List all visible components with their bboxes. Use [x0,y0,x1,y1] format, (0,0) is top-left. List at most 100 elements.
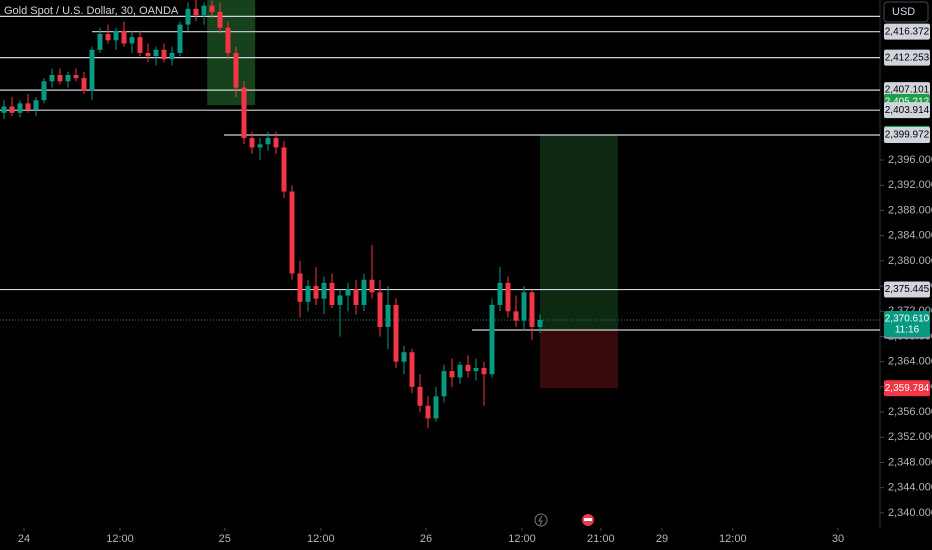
candle-body [441,371,447,397]
candle-body [121,30,127,44]
current-price-box [884,311,930,338]
candle-body [97,34,103,50]
candle-body [193,8,199,16]
candle-body [257,144,263,148]
position-zone [540,330,618,389]
candle-body [105,34,111,41]
price-label-box [884,127,930,144]
candle-body [281,147,287,192]
candle-body [41,81,47,101]
candle-body [449,371,455,378]
candle-body [353,289,359,305]
candle-body [73,74,79,79]
y-tick-label: 2,364.000 [888,356,932,368]
price-label: 2,375.445 [885,284,930,295]
candle-body [505,282,511,312]
price-label-box [884,380,930,397]
candle-body [161,49,167,60]
price-label: 2,416.372 [885,26,930,37]
position-zone [540,135,618,330]
y-tick-label: 2,344.000 [888,482,932,494]
candle-body [57,74,63,82]
y-tick-label: 2,340.000 [888,507,932,519]
price-label-box [884,102,930,119]
price-label: 2,399.972 [885,130,930,141]
position-zone [207,0,256,106]
currency-button[interactable] [883,1,929,23]
candle-body [337,295,343,305]
x-tick-label: 12:00 [719,533,747,545]
price-label: 2,359.784 [885,383,930,394]
candle-body [345,289,351,296]
y-tick-label: 2,388.000 [888,204,932,216]
y-tick-label: 2,348.000 [888,456,932,468]
candle-body [129,37,135,44]
candle-body [537,320,543,328]
x-tick-label: 12:00 [307,533,335,545]
y-tick-label: 2,380.000 [888,255,932,267]
x-tick-label: 29 [656,533,668,545]
x-tick-label: 12:00 [106,533,134,545]
price-label: 2,407.101 [885,85,930,96]
candle-body [49,74,55,82]
candle-body [17,103,23,113]
y-tick-label: 2,392.000 [888,179,932,191]
candle-body [369,279,375,293]
candle-body [409,352,415,387]
candle-body [265,137,271,145]
x-tick-label: 24 [18,533,30,545]
price-label: 2,405.212 [885,97,930,108]
event-icon-bolt [538,515,543,526]
candle-body [177,24,183,53]
candle-body [153,49,159,57]
candle-body [201,5,207,16]
candle-body [433,396,439,419]
candle-body [321,282,327,299]
candle-body [489,304,495,375]
candle-body [289,191,295,274]
candle-body [529,292,535,328]
candle-body [305,286,311,302]
candle-body [457,364,463,378]
candle-body [401,352,407,362]
current-price-label: 2,370.610 [885,314,930,325]
price-label: 2,412.253 [885,52,930,63]
candle-body [425,405,431,419]
candle-body [497,282,503,305]
chart-title: Gold Spot / U.S. Dollar, 30, OANDA [4,5,179,17]
candle-body [145,52,151,57]
candle-body [33,100,39,110]
candle-body [25,103,31,110]
price-label-box [884,281,930,298]
candle-body [473,367,479,372]
y-tick-label: 2,384.000 [888,230,932,242]
candle-body [233,52,239,88]
candle-body [521,292,527,321]
candle-body [89,49,95,91]
event-icon[interactable] [534,513,548,527]
candle-body [185,8,191,25]
candle-body [65,74,71,82]
price-label: 2,403.914 [885,105,930,116]
x-tick-label: 30 [832,533,844,545]
price-label-box [884,49,930,66]
candle-body [313,286,319,299]
candle-body [9,106,15,113]
candle-body [1,106,7,113]
x-tick-label: 21:00 [587,533,615,545]
candle-body [217,11,223,28]
currency[interactable]: USD [892,6,915,18]
candle-body [241,87,247,138]
candle-body [297,273,303,302]
candle-body [137,37,143,53]
candle-body [417,386,423,406]
candle-body [361,279,367,305]
y-tick-label: 2,396.000 [888,154,932,166]
candle-body [377,292,383,328]
candle-body [169,52,175,60]
candle-body [481,367,487,375]
y-tick-label: 2,356.000 [888,406,932,418]
candle-body [385,304,391,328]
candle-body [209,5,215,12]
